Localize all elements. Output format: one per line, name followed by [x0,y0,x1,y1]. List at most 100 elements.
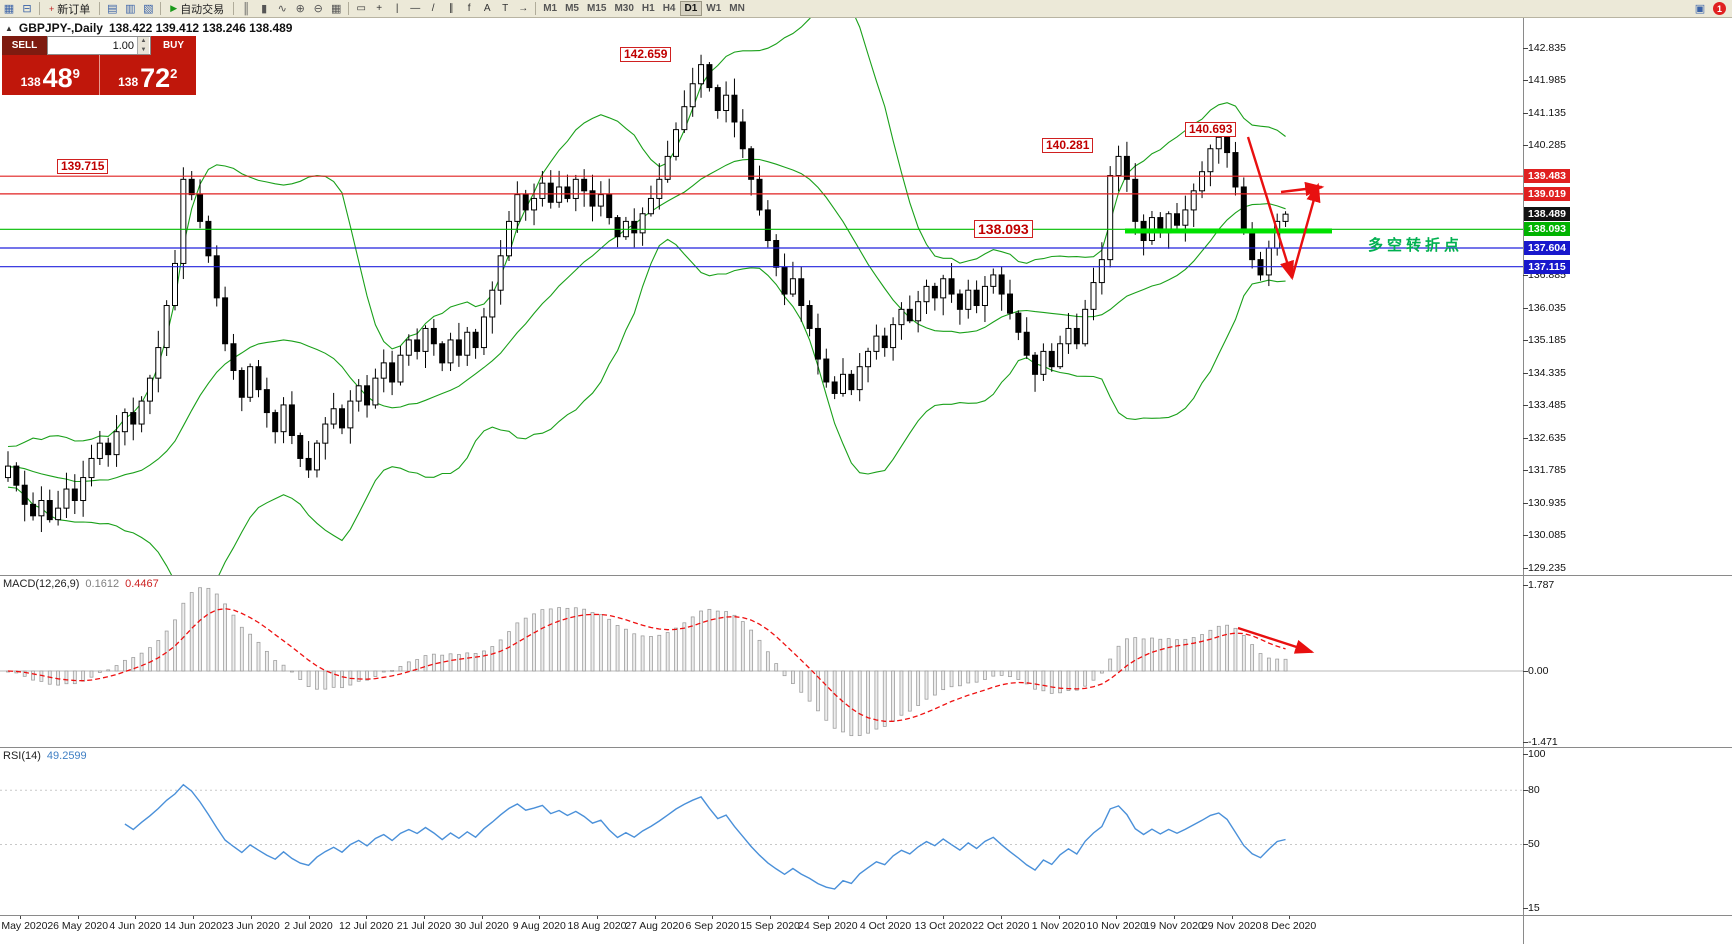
pane-splitter[interactable] [0,575,1732,576]
price-badge: 137.604 [1524,241,1570,255]
cursor-icon[interactable]: ▭ [356,3,366,14]
date-label: 9 Aug 2020 [512,920,566,932]
date-tick [1116,915,1118,919]
text-icon[interactable]: A [483,3,491,14]
date-label: 4 Jun 2020 [109,920,162,932]
sell-price-prefix: 138 [20,75,41,89]
notification-badge[interactable]: 1 [1713,2,1726,15]
new-order-button[interactable]: + 新订单 [43,1,96,17]
auto-trading-button[interactable]: ▶ 自动交易 [164,1,230,17]
fibonacci-icon[interactable]: f [467,3,471,14]
date-tick [885,915,887,919]
timeframe-h1-button[interactable]: H1 [641,3,655,14]
price-tick-label: 130.935 [1528,496,1566,509]
date-label: 22 Oct 2020 [972,920,1030,932]
date-label: 19 Nov 2020 [1144,920,1204,932]
trendline-icon[interactable]: / [431,3,435,14]
date-label: 30 Jul 2020 [454,920,509,932]
sell-price-pip: 9 [72,66,80,81]
buy-button[interactable]: BUY [151,36,196,55]
volume-up-icon[interactable]: ▲ [138,37,149,46]
macd-axis-label: 0.00 [1528,665,1549,677]
timeframe-w1-button[interactable]: W1 [706,3,722,14]
tile-windows-icon[interactable]: ▦ [330,3,342,15]
bollinger-middle [7,158,1286,483]
date-label: 2 Jul 2020 [284,920,333,932]
rsi-tick [1523,844,1528,846]
candlestick-chart-icon[interactable]: ▮ [261,3,268,15]
macd-tick [1523,741,1528,743]
price-badge: 139.019 [1524,186,1570,201]
toolbar-separator [99,2,101,15]
buy-price[interactable]: 138 72 2 [100,55,197,95]
price-annotation-label: 139.715 [57,159,109,175]
volume-input[interactable]: 1.00 ▲ ▼ [47,36,151,55]
vertical-line-icon[interactable]: | [395,3,399,14]
date-label: 29 Nov 2020 [1201,920,1262,932]
timeframe-m1-button[interactable]: M1 [543,3,558,14]
trend-arrow [1246,136,1294,281]
new-order-button-label: 新订单 [57,3,91,16]
timeframe-h4-button[interactable]: H4 [662,3,676,14]
price-tick-label: 140.285 [1528,139,1566,152]
volume-down-icon[interactable]: ▼ [138,45,149,54]
macd-tick [1523,671,1528,672]
symbol-period: GBPJPY-,Daily [18,21,103,35]
timeframe-mn-button[interactable]: MN [729,3,745,14]
community-icon[interactable]: ▣ [1694,3,1706,15]
zoom-in-icon[interactable]: ⊕ [295,3,305,15]
price-tick-label: 134.335 [1528,366,1566,379]
date-label: 27 Aug 2020 [625,920,685,932]
profiles-icon[interactable]: ⊟ [22,3,32,15]
price-tick-label: 129.235 [1528,561,1566,574]
price-tick [1523,275,1528,277]
horizontal-line-icon[interactable]: — [410,3,421,14]
price-badge: 138.489 [1524,207,1570,222]
crosshair-icon[interactable]: + [376,3,383,14]
market-watch-icon[interactable]: ▤ [107,3,118,15]
trend-arrow [1280,181,1325,197]
sell-button[interactable]: SELL [2,36,47,55]
rsi-line [124,783,1286,890]
date-label: 4 Oct 2020 [859,920,912,932]
price-tick-label: 136.035 [1528,301,1566,314]
price-annotation-label: 140.281 [1042,137,1094,153]
rsi-tick [1523,754,1528,755]
macd-value-signal: 0.4467 [125,578,159,590]
channel-icon[interactable]: ∥ [448,3,454,14]
macd-pane[interactable] [0,575,1523,747]
date-tick [827,915,829,919]
macd-axis-label: 1.787 [1528,579,1555,591]
rsi-pane[interactable] [0,747,1523,915]
buy-price-pip: 2 [170,66,178,81]
pane-splitter[interactable] [0,747,1732,748]
price-tick-label: 141.135 [1528,106,1566,119]
timeframe-m30-button[interactable]: M30 [614,3,634,14]
bollinger-upper [7,18,1286,448]
line-chart-icon[interactable]: ∿ [277,3,287,15]
timeframe-m15-button[interactable]: M15 [587,3,607,14]
date-tick [597,915,598,919]
main-chart-pane[interactable] [0,18,1523,575]
toolbar-separator [233,2,235,15]
zoom-out-icon[interactable]: ⊖ [313,3,323,15]
price-annotation-label: 140.693 [1185,121,1237,137]
navigator-icon[interactable]: ▧ [143,3,154,15]
new-chart-icon[interactable]: ▦ [3,3,15,15]
chart-title: ▲ GBPJPY-,Daily 138.422 139.412 138.246 … [5,21,292,35]
price-annotation-label: 138.093 [974,220,1033,239]
bollinger-lower [7,238,1286,575]
timeframe-d1-button[interactable]: D1 [679,1,703,16]
arrow-tool-icon[interactable]: → [518,3,529,14]
data-window-icon[interactable]: ▥ [125,3,136,15]
sell-price[interactable]: 138 48 9 [2,55,99,95]
rsi-tick [1523,790,1528,792]
date-label: 18 Aug 2020 [567,920,627,932]
bar-chart-icon[interactable]: ║ [242,2,251,15]
macd-name: MACD(12,26,9) [3,578,80,590]
timeframe-m5-button[interactable]: M5 [565,3,579,14]
macd-label: MACD(12,26,9) 0.1612 0.4467 [3,578,159,590]
price-tick [1523,80,1528,82]
label-icon[interactable]: T [502,3,509,14]
